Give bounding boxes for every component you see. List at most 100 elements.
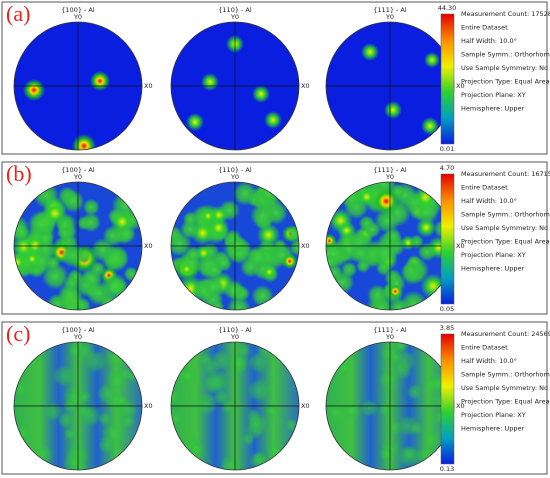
intensity-spot	[171, 410, 182, 427]
intensity-spot	[57, 282, 82, 307]
colorbar-min: 0.01	[440, 145, 454, 153]
intensity-spot	[100, 272, 129, 301]
intensity-spot	[258, 182, 280, 204]
intensity-spot	[341, 261, 358, 278]
intensity-spot	[68, 343, 83, 359]
info-line: Hemisphere: Upper	[461, 265, 524, 273]
info-line: Use Sample Symmetry: No	[461, 224, 548, 232]
figure-title: {100} - Al	[61, 326, 95, 334]
x-axis-label: X0	[456, 242, 465, 250]
colorbar-max: 4.70	[440, 164, 454, 172]
figure-title: {111} - Al	[373, 166, 407, 174]
intensity-spot	[378, 369, 400, 390]
intensity-spot	[406, 384, 422, 400]
x-axis-label: X0	[456, 402, 465, 410]
intensity-spot	[257, 343, 273, 359]
pole-figure	[14, 342, 142, 470]
pole-figure	[14, 182, 142, 310]
figure-title: {100} - Al	[61, 166, 95, 174]
figure-title: {110} - Al	[218, 166, 252, 174]
x-axis-label: X0	[144, 242, 153, 250]
pole-figure	[171, 342, 299, 470]
intensity-spot	[82, 198, 100, 216]
intensity-spot	[286, 225, 299, 243]
intensity-spot	[14, 379, 30, 397]
y-axis-label: Y0	[230, 13, 239, 21]
figure-title: {110} - Al	[218, 6, 252, 14]
intensity-spot	[247, 378, 271, 403]
info-line: Half Width: 10.0°	[461, 37, 517, 45]
intensity-spot	[400, 290, 428, 310]
intensity-spot	[379, 446, 396, 463]
x-axis-label: X0	[301, 242, 310, 250]
intensity-spot	[202, 275, 225, 298]
intensity-spot	[401, 446, 417, 462]
intensity-spot	[371, 240, 399, 267]
colorbar-max: 44.30	[438, 4, 457, 12]
info-line: Entire Dataset	[461, 344, 508, 352]
y-axis-label: Y0	[73, 333, 82, 341]
intensity-spot	[90, 71, 110, 91]
intensity-spot	[413, 184, 438, 210]
intensity-spot	[420, 429, 443, 451]
info-line: Sample Symm.: Orthorhombic	[461, 51, 550, 59]
intensity-spot	[360, 399, 379, 417]
info-line: Projection Plane: XY	[461, 91, 526, 99]
intensity-spot	[219, 455, 241, 470]
intensity-spot	[83, 349, 108, 374]
colorbar-max: 3.85	[440, 324, 454, 332]
intensity-spot	[415, 446, 433, 464]
intensity-spot	[373, 188, 400, 215]
intensity-spot	[73, 461, 88, 470]
intensity-spot	[186, 113, 204, 131]
info-line: Half Width: 10.0°	[461, 357, 517, 365]
intensity-spot	[43, 401, 63, 422]
intensity-spot	[14, 215, 30, 242]
intensity-spot	[228, 235, 247, 255]
intensity-spot	[246, 413, 269, 435]
intensity-spot	[248, 451, 268, 470]
info-line: Hemisphere: Upper	[461, 425, 524, 433]
intensity-spot	[250, 202, 276, 229]
intensity-spot	[14, 424, 32, 444]
x-axis-label: X0	[301, 82, 310, 90]
intensity-spot	[384, 101, 402, 119]
y-axis-label: Y0	[385, 333, 394, 341]
x-axis-label: X0	[301, 402, 310, 410]
intensity-spot	[252, 85, 270, 103]
x-axis-label: X0	[456, 82, 465, 90]
intensity-spot	[177, 365, 198, 387]
intensity-spot	[100, 244, 129, 273]
x-axis-label: X0	[144, 402, 153, 410]
panel-frame	[1, 161, 548, 315]
intensity-spot	[79, 404, 102, 427]
intensity-spot	[45, 255, 61, 271]
panel-label: (b)	[6, 161, 32, 186]
x-axis-label: X0	[144, 82, 153, 90]
intensity-spot	[388, 350, 403, 364]
intensity-spot	[373, 299, 390, 310]
panel-label: (a)	[6, 1, 30, 26]
intensity-spot	[98, 412, 113, 426]
intensity-spot	[230, 353, 249, 372]
intensity-spot	[78, 390, 91, 404]
info-line: Measurement Count: 167158	[461, 170, 550, 178]
intensity-spot	[63, 385, 87, 409]
figure-title: {110} - Al	[218, 326, 252, 334]
figure-title: {111} - Al	[373, 6, 407, 14]
intensity-spot	[202, 358, 221, 377]
intensity-spot	[281, 253, 298, 270]
intensity-spot	[265, 403, 279, 418]
intensity-spot	[378, 402, 394, 417]
intensity-spot	[256, 223, 281, 247]
intensity-spot	[24, 251, 40, 267]
intensity-spot	[207, 217, 230, 239]
intensity-spot	[123, 266, 139, 282]
intensity-spot	[23, 79, 45, 101]
figure-title: {111} - Al	[373, 326, 407, 334]
intensity-spot	[101, 421, 125, 445]
y-axis-label: Y0	[230, 173, 239, 181]
figure-title: {100} - Al	[61, 6, 95, 14]
pole-figure	[171, 182, 299, 310]
